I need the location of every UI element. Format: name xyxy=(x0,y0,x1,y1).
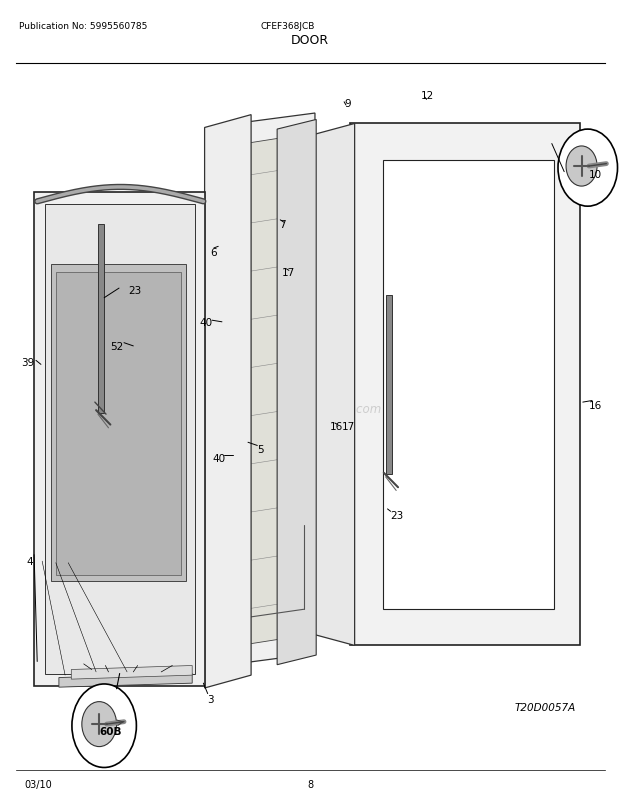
Text: 52: 52 xyxy=(110,342,123,351)
Polygon shape xyxy=(310,124,355,646)
Text: 6: 6 xyxy=(211,248,217,257)
Text: 40: 40 xyxy=(199,318,213,327)
Polygon shape xyxy=(350,124,580,646)
Polygon shape xyxy=(59,674,192,687)
Text: 16: 16 xyxy=(588,400,602,410)
Polygon shape xyxy=(205,115,251,688)
Polygon shape xyxy=(277,120,316,665)
Text: 9: 9 xyxy=(344,99,350,109)
Polygon shape xyxy=(383,160,554,610)
Text: 3: 3 xyxy=(208,695,214,704)
Text: 60B: 60B xyxy=(99,727,122,736)
Text: Publication No: 5995560785: Publication No: 5995560785 xyxy=(19,22,147,31)
Text: 16: 16 xyxy=(329,422,343,431)
Text: DOOR: DOOR xyxy=(291,34,329,47)
Circle shape xyxy=(566,147,597,187)
Circle shape xyxy=(72,684,136,768)
Text: CFEF368JCB: CFEF368JCB xyxy=(260,22,315,31)
Text: 03/10: 03/10 xyxy=(25,780,53,789)
Polygon shape xyxy=(56,273,181,575)
Text: 10: 10 xyxy=(588,170,602,180)
Text: 8: 8 xyxy=(307,780,313,789)
Polygon shape xyxy=(45,205,195,674)
Text: 17: 17 xyxy=(342,422,355,431)
Polygon shape xyxy=(71,666,192,679)
Text: eReplacementParts.com: eReplacementParts.com xyxy=(238,403,382,415)
Polygon shape xyxy=(245,135,306,645)
Polygon shape xyxy=(236,114,315,664)
Text: 5: 5 xyxy=(257,444,264,454)
Polygon shape xyxy=(51,265,186,581)
Text: 12: 12 xyxy=(421,91,435,101)
Circle shape xyxy=(558,130,618,207)
Text: 39: 39 xyxy=(21,358,35,367)
Text: 40: 40 xyxy=(213,454,226,464)
Polygon shape xyxy=(98,225,104,413)
Polygon shape xyxy=(386,295,392,475)
Text: 23: 23 xyxy=(390,510,404,520)
Text: T20D0057A: T20D0057A xyxy=(515,703,576,712)
Text: 4: 4 xyxy=(27,557,33,566)
Text: 17: 17 xyxy=(281,268,295,277)
Text: 7: 7 xyxy=(279,220,285,229)
Circle shape xyxy=(82,702,117,747)
Polygon shape xyxy=(34,192,205,686)
Text: 23: 23 xyxy=(128,286,142,295)
